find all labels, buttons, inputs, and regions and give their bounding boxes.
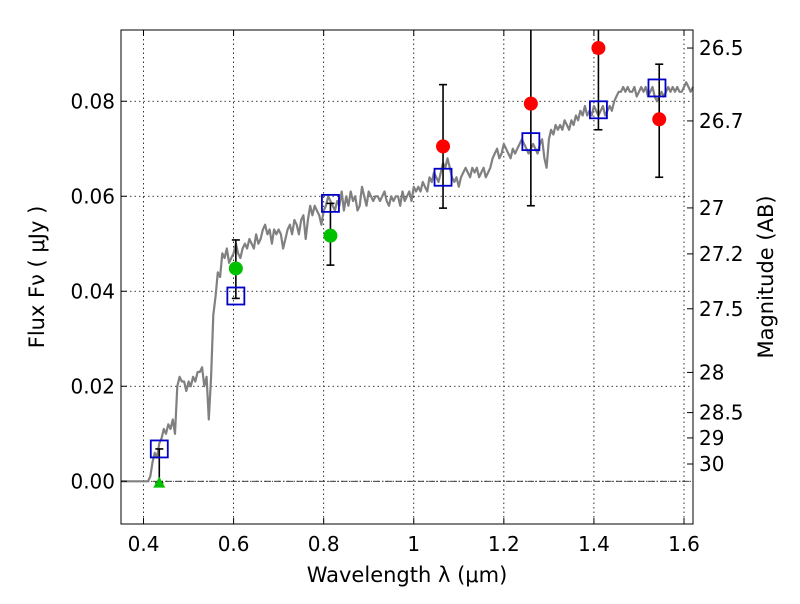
x-axis-ticks: 0.4 0.6 0.8 1 1.2 1.4 1.6 — [128, 30, 700, 556]
model-photometry-square — [647, 78, 667, 98]
model-photometry-square — [589, 100, 608, 120]
x-tick-label: 0.8 — [308, 532, 340, 556]
y-tick-label: 0.08 — [70, 89, 115, 113]
model-photometry-square — [149, 439, 169, 459]
magnitude-axis-label: Magnitude (AB) — [754, 195, 778, 358]
x-tick-label: 0.6 — [218, 532, 250, 556]
y-axis-ticks: 0.00 0.02 0.04 0.06 0.08 — [70, 89, 127, 493]
magnitude-tick-label: 28 — [699, 360, 724, 384]
y-tick-label: 0.00 — [70, 469, 115, 493]
model-photometry-square — [321, 193, 340, 213]
magnitude-tick-label: 30 — [699, 452, 724, 476]
upper-limit-triangle — [153, 476, 166, 488]
magnitude-tick-label: 26.5 — [699, 36, 744, 60]
model-photometry-square — [433, 167, 453, 187]
photometry-point — [436, 139, 451, 154]
x-axis-label: Wavelength λ (μm) — [307, 563, 508, 587]
data-markers — [149, 41, 667, 488]
photometry-point — [228, 261, 243, 276]
x-tick-label: 1.2 — [488, 532, 520, 556]
y-tick-label: 0.04 — [70, 279, 115, 303]
y-axis-label: Flux Fν ( μJy ) — [25, 206, 49, 349]
magnitude-tick-label: 27 — [699, 196, 724, 220]
x-tick-label: 1.6 — [668, 532, 700, 556]
plot-frame — [120, 29, 694, 525]
magnitude-tick-label: 29 — [699, 426, 724, 450]
data-series — [121, 81, 694, 483]
magnitude-tick-label: 28.5 — [699, 401, 744, 425]
x-tick-label: 1 — [407, 532, 420, 556]
magnitude-tick-label: 27.2 — [699, 242, 744, 266]
x-tick-label: 0.4 — [128, 532, 160, 556]
photometry-point — [652, 112, 667, 127]
magnitude-tick-label: 26.7 — [699, 109, 744, 133]
y-tick-label: 0.02 — [70, 374, 115, 398]
magnitude-tick-label: 27.5 — [699, 297, 744, 321]
model-photometry-square — [226, 286, 246, 306]
x-tick-label: 1.4 — [578, 532, 610, 556]
model-spectrum-line — [121, 81, 694, 483]
photometry-point — [323, 228, 338, 243]
model-photometry-square — [521, 132, 541, 152]
y-tick-label: 0.06 — [70, 184, 115, 208]
photometry-point — [591, 41, 606, 56]
photometry-point — [523, 96, 538, 111]
